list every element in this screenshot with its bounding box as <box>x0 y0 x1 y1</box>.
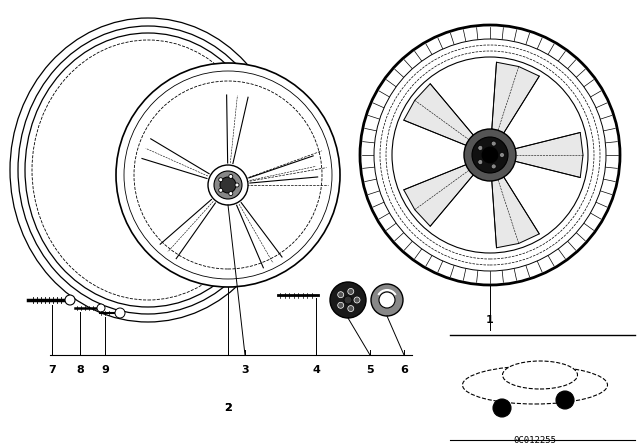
Text: 6: 6 <box>400 365 408 375</box>
Circle shape <box>344 296 352 304</box>
Circle shape <box>219 178 223 182</box>
Circle shape <box>330 282 366 318</box>
Circle shape <box>338 302 344 308</box>
Circle shape <box>492 164 496 169</box>
Circle shape <box>228 192 233 196</box>
Polygon shape <box>404 165 474 226</box>
Polygon shape <box>492 177 540 248</box>
Circle shape <box>380 45 600 265</box>
Circle shape <box>354 297 360 303</box>
Circle shape <box>134 81 322 269</box>
Circle shape <box>371 284 403 316</box>
Text: 3: 3 <box>241 365 249 375</box>
Ellipse shape <box>502 361 577 389</box>
Polygon shape <box>404 84 474 145</box>
Circle shape <box>464 129 516 181</box>
Text: 5: 5 <box>366 365 374 375</box>
Text: 2: 2 <box>224 403 232 413</box>
Text: 7: 7 <box>48 365 56 375</box>
Circle shape <box>348 289 354 294</box>
Circle shape <box>493 399 511 417</box>
Circle shape <box>214 171 242 199</box>
Circle shape <box>220 177 236 193</box>
Circle shape <box>360 25 620 285</box>
Circle shape <box>499 152 504 158</box>
Circle shape <box>208 165 248 205</box>
Circle shape <box>482 147 498 163</box>
Circle shape <box>338 292 344 298</box>
Ellipse shape <box>10 18 286 322</box>
Circle shape <box>116 63 340 287</box>
Circle shape <box>374 39 606 271</box>
Circle shape <box>124 71 332 279</box>
Ellipse shape <box>18 26 278 314</box>
Circle shape <box>472 137 508 173</box>
Circle shape <box>478 146 483 151</box>
Circle shape <box>219 188 223 192</box>
Circle shape <box>97 304 105 312</box>
Circle shape <box>228 174 233 178</box>
Text: 9: 9 <box>101 365 109 375</box>
Ellipse shape <box>25 33 271 307</box>
Text: 8: 8 <box>76 365 84 375</box>
Circle shape <box>348 306 354 311</box>
Circle shape <box>235 183 239 187</box>
Text: 1: 1 <box>486 315 494 325</box>
Ellipse shape <box>463 366 607 404</box>
Ellipse shape <box>32 40 264 300</box>
Circle shape <box>492 141 496 146</box>
Text: 4: 4 <box>312 365 320 375</box>
Circle shape <box>556 391 574 409</box>
Text: 0C012255: 0C012255 <box>513 435 557 444</box>
Circle shape <box>386 51 594 259</box>
Circle shape <box>478 159 483 164</box>
Circle shape <box>65 295 75 305</box>
Polygon shape <box>492 62 540 133</box>
Circle shape <box>392 57 588 253</box>
Circle shape <box>379 292 395 308</box>
Text: 2: 2 <box>224 403 232 413</box>
Polygon shape <box>515 133 583 177</box>
Circle shape <box>115 308 125 318</box>
